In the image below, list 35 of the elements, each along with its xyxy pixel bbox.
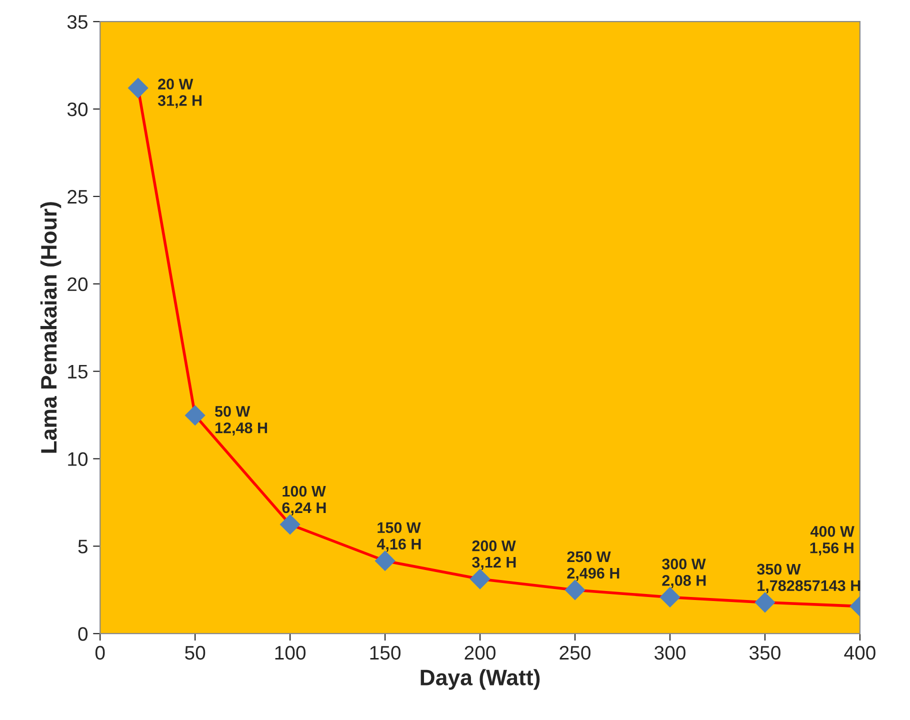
data-label: 300 W 2,08 H: [662, 558, 706, 588]
point: [564, 580, 586, 600]
y-tick-label: 10: [68, 452, 88, 466]
y-tick-label: 15: [68, 364, 88, 379]
y-tick-label: 20: [68, 277, 88, 292]
data-label: 100 W 6,24 H: [282, 486, 326, 516]
data-label: 200 W 3,12 H: [472, 540, 516, 570]
point: [660, 586, 680, 608]
x-tick-label: 100: [275, 646, 306, 660]
x-tick-label: 400: [844, 646, 876, 660]
y-axis-title: Lama Pemakaian (Hour): [40, 202, 62, 453]
x-tick-label: 350: [749, 646, 780, 660]
point: [128, 78, 148, 98]
point: [280, 514, 300, 535]
x-tick-label: 200: [464, 646, 496, 660]
data-label: 250 W 2,496 H: [567, 551, 620, 581]
x-tick-label: 0: [95, 646, 105, 660]
x-tick-label: 300: [654, 646, 686, 660]
x-axis-title: Daya (Watt): [420, 669, 540, 690]
y-tick-label: 25: [68, 190, 88, 204]
y-tick-label: 5: [78, 540, 88, 554]
point: [374, 550, 396, 572]
data-label: 50 W 12,48 H: [214, 406, 268, 436]
x-tick-label: 250: [560, 646, 590, 660]
data-label: 150 W 4,16 H: [376, 522, 421, 552]
point: [470, 568, 490, 590]
x-tick-label: 50: [185, 646, 206, 660]
y-tick-label: 35: [67, 15, 88, 29]
point: [754, 592, 776, 613]
x-tick-label: 150: [370, 646, 401, 660]
y-tick-label: 0: [78, 627, 88, 641]
point: [184, 405, 206, 426]
y-tick-label: 30: [67, 102, 88, 116]
data-label: 20 W 31,2 H: [158, 78, 202, 108]
data-label: 400 W 1,56 H: [810, 526, 854, 556]
